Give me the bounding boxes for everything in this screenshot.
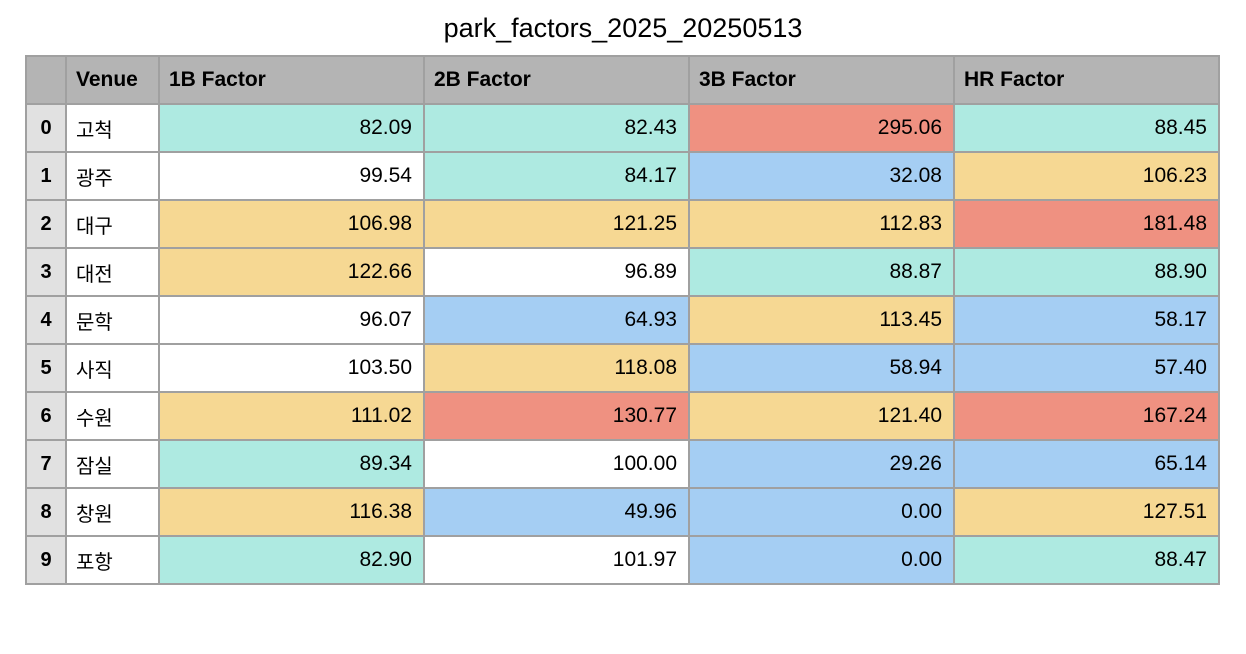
- factor-cell: 88.47: [953, 535, 1220, 585]
- column-header: 3B Factor: [688, 55, 955, 105]
- table-row: 2 대구 106.98 121.25 112.83 181.48: [25, 199, 1220, 249]
- table-body: 0 고척 82.09 82.43 295.06 88.45 1 광주 99.54 84.17 32.…: [25, 103, 1220, 585]
- table-row: 7 잠실 89.34 100.00 29.26 65.14: [25, 439, 1220, 489]
- table-row: 9 포항 82.90 101.97 0.00 88.47: [25, 535, 1220, 585]
- factor-cell: 118.08: [423, 343, 690, 393]
- venue-cell: 창원: [65, 487, 160, 537]
- factor-cell: 32.08: [688, 151, 955, 201]
- factor-cell: 100.00: [423, 439, 690, 489]
- factor-cell: 106.23: [953, 151, 1220, 201]
- factor-cell: 116.38: [158, 487, 425, 537]
- factor-cell: 89.34: [158, 439, 425, 489]
- venue-cell: 수원: [65, 391, 160, 441]
- factor-cell: 121.40: [688, 391, 955, 441]
- factor-cell: 64.93: [423, 295, 690, 345]
- table-row: 0 고척 82.09 82.43 295.06 88.45: [25, 103, 1220, 153]
- table-row: 4 문학 96.07 64.93 113.45 58.17: [25, 295, 1220, 345]
- table-header: Venue 1B Factor 2B Factor 3B Factor HR Facto…: [25, 55, 1220, 105]
- factor-cell: 101.97: [423, 535, 690, 585]
- factor-cell: 121.25: [423, 199, 690, 249]
- factor-cell: 181.48: [953, 199, 1220, 249]
- factor-cell: 295.06: [688, 103, 955, 153]
- table-row: 6 수원 111.02 130.77 121.40 167.24: [25, 391, 1220, 441]
- factor-cell: 0.00: [688, 487, 955, 537]
- factor-cell: 82.09: [158, 103, 425, 153]
- factor-cell: 103.50: [158, 343, 425, 393]
- factor-cell: 84.17: [423, 151, 690, 201]
- column-header: Venue: [65, 55, 160, 105]
- factor-cell: 113.45: [688, 295, 955, 345]
- venue-cell: 포항: [65, 535, 160, 585]
- index-column-header: [25, 55, 67, 105]
- factor-cell: 29.26: [688, 439, 955, 489]
- park-factors-table: Venue 1B Factor 2B Factor 3B Factor HR Facto…: [25, 55, 1220, 585]
- factor-cell: 65.14: [953, 439, 1220, 489]
- factor-cell: 58.94: [688, 343, 955, 393]
- column-header: 2B Factor: [423, 55, 690, 105]
- factor-cell: 106.98: [158, 199, 425, 249]
- column-header: HR Factor: [953, 55, 1220, 105]
- venue-cell: 고척: [65, 103, 160, 153]
- factor-cell: 57.40: [953, 343, 1220, 393]
- row-index: 8: [25, 487, 67, 537]
- venue-cell: 대구: [65, 199, 160, 249]
- venue-cell: 문학: [65, 295, 160, 345]
- row-index: 3: [25, 247, 67, 297]
- factor-cell: 96.07: [158, 295, 425, 345]
- table-row: 5 사직 103.50 118.08 58.94 57.40: [25, 343, 1220, 393]
- factor-cell: 88.45: [953, 103, 1220, 153]
- row-index: 9: [25, 535, 67, 585]
- factor-cell: 58.17: [953, 295, 1220, 345]
- row-index: 2: [25, 199, 67, 249]
- venue-cell: 사직: [65, 343, 160, 393]
- factor-cell: 82.90: [158, 535, 425, 585]
- factor-cell: 49.96: [423, 487, 690, 537]
- table-row: 3 대전 122.66 96.89 88.87 88.90: [25, 247, 1220, 297]
- row-index: 1: [25, 151, 67, 201]
- row-index: 7: [25, 439, 67, 489]
- venue-cell: 잠실: [65, 439, 160, 489]
- factor-cell: 127.51: [953, 487, 1220, 537]
- row-index: 4: [25, 295, 67, 345]
- table-row: 8 창원 116.38 49.96 0.00 127.51: [25, 487, 1220, 537]
- page-title: park_factors_2025_20250513: [443, 13, 803, 43]
- factor-cell: 88.87: [688, 247, 955, 297]
- table-row: 1 광주 99.54 84.17 32.08 106.23: [25, 151, 1220, 201]
- factor-cell: 82.43: [423, 103, 690, 153]
- venue-cell: 대전: [65, 247, 160, 297]
- factor-cell: 112.83: [688, 199, 955, 249]
- factor-cell: 122.66: [158, 247, 425, 297]
- factor-cell: 96.89: [423, 247, 690, 297]
- factor-cell: 130.77: [423, 391, 690, 441]
- column-header: 1B Factor: [158, 55, 425, 105]
- factor-cell: 167.24: [953, 391, 1220, 441]
- factor-cell: 99.54: [158, 151, 425, 201]
- factor-cell: 111.02: [158, 391, 425, 441]
- header-row: Venue 1B Factor 2B Factor 3B Factor HR Facto…: [25, 55, 1220, 105]
- venue-cell: 광주: [65, 151, 160, 201]
- row-index: 0: [25, 103, 67, 153]
- factor-cell: 88.90: [953, 247, 1220, 297]
- row-index: 5: [25, 343, 67, 393]
- factor-cell: 0.00: [688, 535, 955, 585]
- row-index: 6: [25, 391, 67, 441]
